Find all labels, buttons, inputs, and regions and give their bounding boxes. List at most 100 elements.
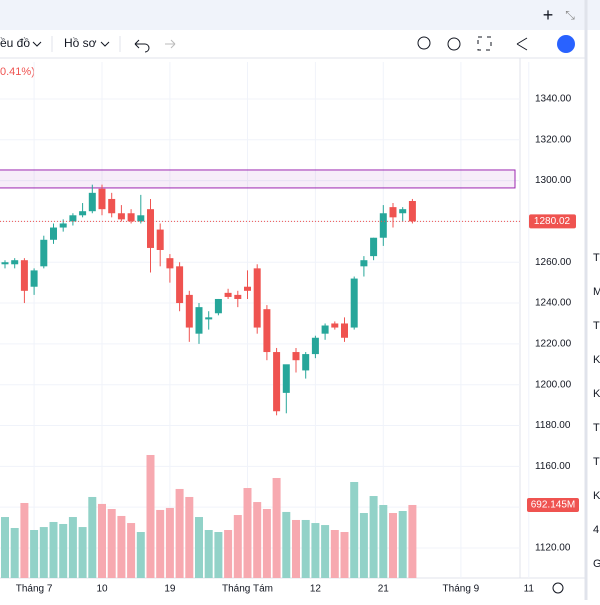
candle-body [389,207,397,218]
y-tick-label: 1200.00 [535,379,572,390]
candle-body [282,364,290,393]
volume-bar [1,517,9,578]
volume-bar [369,496,378,578]
candle-body [185,294,193,328]
legend-change: 0.41%) [0,66,35,78]
volume-bar [321,525,330,578]
volume-bar [30,529,39,578]
toolbar [0,30,586,58]
volume-bar [98,503,106,578]
y-tick-label: 1120.00 [535,543,571,554]
x-tick-label: Tháng 7 [16,584,53,595]
axis-settings[interactable] [552,582,564,594]
candle-body [360,260,368,267]
side-row: T [593,252,600,264]
candle-body [234,294,242,299]
candle-body [69,215,77,222]
volume-bar [68,517,77,578]
profile-menu[interactable]: Hồ sơ [64,36,97,50]
candle-body [117,213,125,220]
last-volume-label: 692.145M [531,500,575,511]
volume-bar [253,502,262,578]
candle-body [311,337,319,355]
volume-bar [185,496,194,578]
volume-bar [389,513,397,578]
volume-bar [59,523,68,578]
x-tick-label: 19 [164,584,176,595]
volume-pane [1,454,417,578]
candle-body [331,323,339,328]
candle-body [341,323,348,338]
volume-bar [262,509,271,578]
volume-bar [311,523,320,578]
volume-bar [398,511,407,578]
expand[interactable]: ⤡ [565,8,575,22]
x-tick-label: Tháng Tám [222,584,273,595]
side-row: M [593,286,600,298]
volume-bar [214,532,223,578]
x-tick-label: 10 [96,584,108,595]
volume-bar [282,511,291,578]
volume-bar [301,519,310,578]
candle-body [370,237,378,257]
volume-bar [272,477,281,578]
candle-body [59,223,67,228]
candle-body [408,201,416,222]
volume-bar [88,496,97,578]
candle-body [30,270,38,287]
y-tick-label: 1320.00 [535,134,572,145]
volume-bar [233,515,242,578]
candle-body [166,258,174,269]
candle-body [379,213,387,238]
undo[interactable] [134,39,150,53]
volume-bar [292,519,300,578]
candle-body [137,215,145,222]
volume-bar [204,529,213,578]
candle-body [98,188,106,210]
volume-bar [39,527,48,578]
volume-bar [156,509,165,578]
volume-bar [350,481,359,578]
candle-body [302,354,310,371]
candle-body [292,352,300,361]
volume-bar [117,515,126,578]
y-tick-label: 1180.00 [535,420,571,431]
y-tick-label: 1300.00 [535,175,572,186]
side-row: T [593,456,600,468]
candle-body [11,260,19,265]
settings-icon[interactable] [447,37,461,51]
side-row: T [593,422,600,434]
candle-body [273,352,281,412]
volume-bar [20,502,29,578]
candle-body [79,211,87,216]
x-tick-label: 21 [378,584,390,595]
side-row: T [593,320,600,332]
axes: 1120.001140.001160.001180.001200.001220.… [16,94,579,595]
logo[interactable] [557,35,575,53]
candle-body [350,278,358,328]
volume-bar [165,507,174,578]
x-tick-label: 12 [310,584,322,595]
candle-body [224,292,232,297]
candle-body [321,325,329,334]
candle-body [195,307,203,334]
volume-bar [107,509,116,578]
candle-body [176,266,184,304]
candle-body [205,317,213,320]
fullscreen-icon[interactable] [477,36,492,51]
volume-bar [49,521,58,578]
volume-bar [127,523,136,578]
volume-bar [136,532,145,578]
chart-menu[interactable]: ều đồ [0,36,30,50]
x-tick-label: 11 [524,584,535,595]
y-tick-label: 1240.00 [535,298,572,309]
zone [0,169,516,189]
candle-body [88,192,96,212]
price-pane [0,169,520,416]
candle-body [50,227,57,240]
side-row: 4 [593,524,599,536]
zoom-icon[interactable] [417,36,431,50]
redo[interactable] [165,39,176,49]
share-icon[interactable] [516,37,528,51]
add-tab[interactable]: + [543,5,554,25]
